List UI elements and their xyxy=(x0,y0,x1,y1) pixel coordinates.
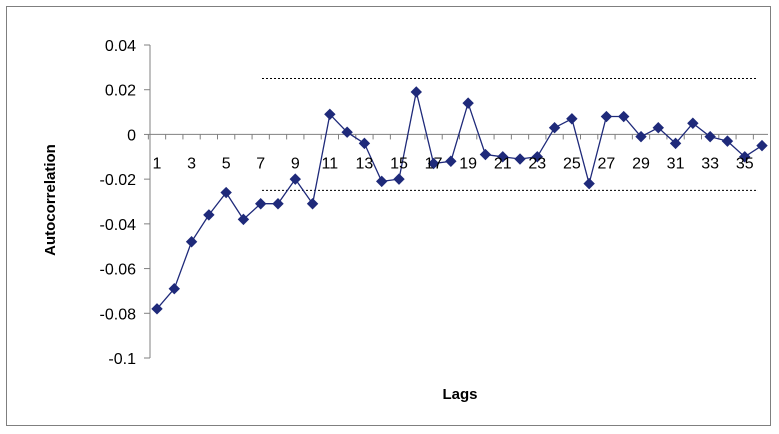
data-point xyxy=(687,117,699,129)
series-line xyxy=(156,91,763,310)
data-point xyxy=(410,86,422,98)
data-point xyxy=(203,209,215,221)
x-tick-label: 9 xyxy=(291,155,300,172)
data-point xyxy=(479,148,492,161)
data-point xyxy=(497,151,509,163)
data-point xyxy=(548,122,561,134)
x-tick-label: 17 xyxy=(425,155,443,172)
series xyxy=(151,86,768,315)
y-axis: 0.04 0.02 0 -0.02 -0.04 -0.06 -0.08 -0.1 xyxy=(100,38,151,368)
data-point xyxy=(151,303,163,315)
data-point xyxy=(531,151,543,163)
x-tick-label: 3 xyxy=(187,155,196,172)
x-tick-label: 29 xyxy=(632,155,650,172)
data-point xyxy=(704,130,716,143)
x-tick-label: 33 xyxy=(701,155,719,172)
data-point xyxy=(185,236,198,248)
data-point xyxy=(393,173,405,185)
data-point xyxy=(358,137,371,150)
x-tick-label: 31 xyxy=(667,155,685,172)
x-tick-label: 7 xyxy=(256,155,265,172)
x-axis-title: Lags xyxy=(442,386,477,403)
data-point xyxy=(669,137,682,150)
data-point xyxy=(756,139,768,152)
data-point xyxy=(324,108,336,121)
x-tick-label: 13 xyxy=(356,155,374,172)
data-point xyxy=(445,155,457,167)
data-point xyxy=(376,175,388,188)
x-tick-label: 1 xyxy=(153,155,162,172)
data-point xyxy=(514,153,526,165)
y-tick-label: -0.06 xyxy=(100,262,137,279)
data-point xyxy=(721,135,734,147)
data-point xyxy=(306,198,319,210)
data-point xyxy=(618,110,630,123)
y-tick-label: 0 xyxy=(127,127,136,144)
data-point xyxy=(237,213,250,226)
x-tick-labels: 1 3 5 7 9 11 13 15 17 19 21 23 25 27 29 31 33 35 xyxy=(153,155,754,172)
y-tick-label: -0.1 xyxy=(108,351,136,368)
x-tick-label: 23 xyxy=(528,155,546,172)
data-point xyxy=(635,130,647,143)
y-tick-label: -0.04 xyxy=(100,217,137,234)
y-tick-label: 0.04 xyxy=(105,38,136,55)
x-tick-label: 25 xyxy=(563,155,581,172)
x-tick-label: 15 xyxy=(390,155,408,172)
data-point xyxy=(652,122,664,134)
data-point xyxy=(566,113,578,125)
data-point xyxy=(220,186,232,199)
chart-frame xyxy=(6,6,771,426)
x-tick-label: 27 xyxy=(598,155,616,172)
data-point xyxy=(427,157,440,170)
y-axis-title: Autocorrelation xyxy=(42,144,59,256)
data-point xyxy=(289,173,301,185)
data-point xyxy=(272,198,284,210)
y-tick-label: -0.02 xyxy=(100,172,137,189)
x-tick-label: 21 xyxy=(494,155,512,172)
y-tick-label: -0.08 xyxy=(100,306,137,323)
data-point xyxy=(583,177,595,190)
y-tick-label: 0.02 xyxy=(105,83,136,100)
data-point xyxy=(341,126,353,138)
data-point xyxy=(462,97,474,109)
data-point xyxy=(255,198,267,210)
data-point xyxy=(600,110,613,123)
data-point xyxy=(168,282,180,295)
x-tick-label: 5 xyxy=(222,155,231,172)
x-tick-label: 11 xyxy=(322,155,339,172)
data-point xyxy=(739,151,751,163)
x-tick-label: 19 xyxy=(459,155,477,172)
x-tick-label: 35 xyxy=(736,155,754,172)
